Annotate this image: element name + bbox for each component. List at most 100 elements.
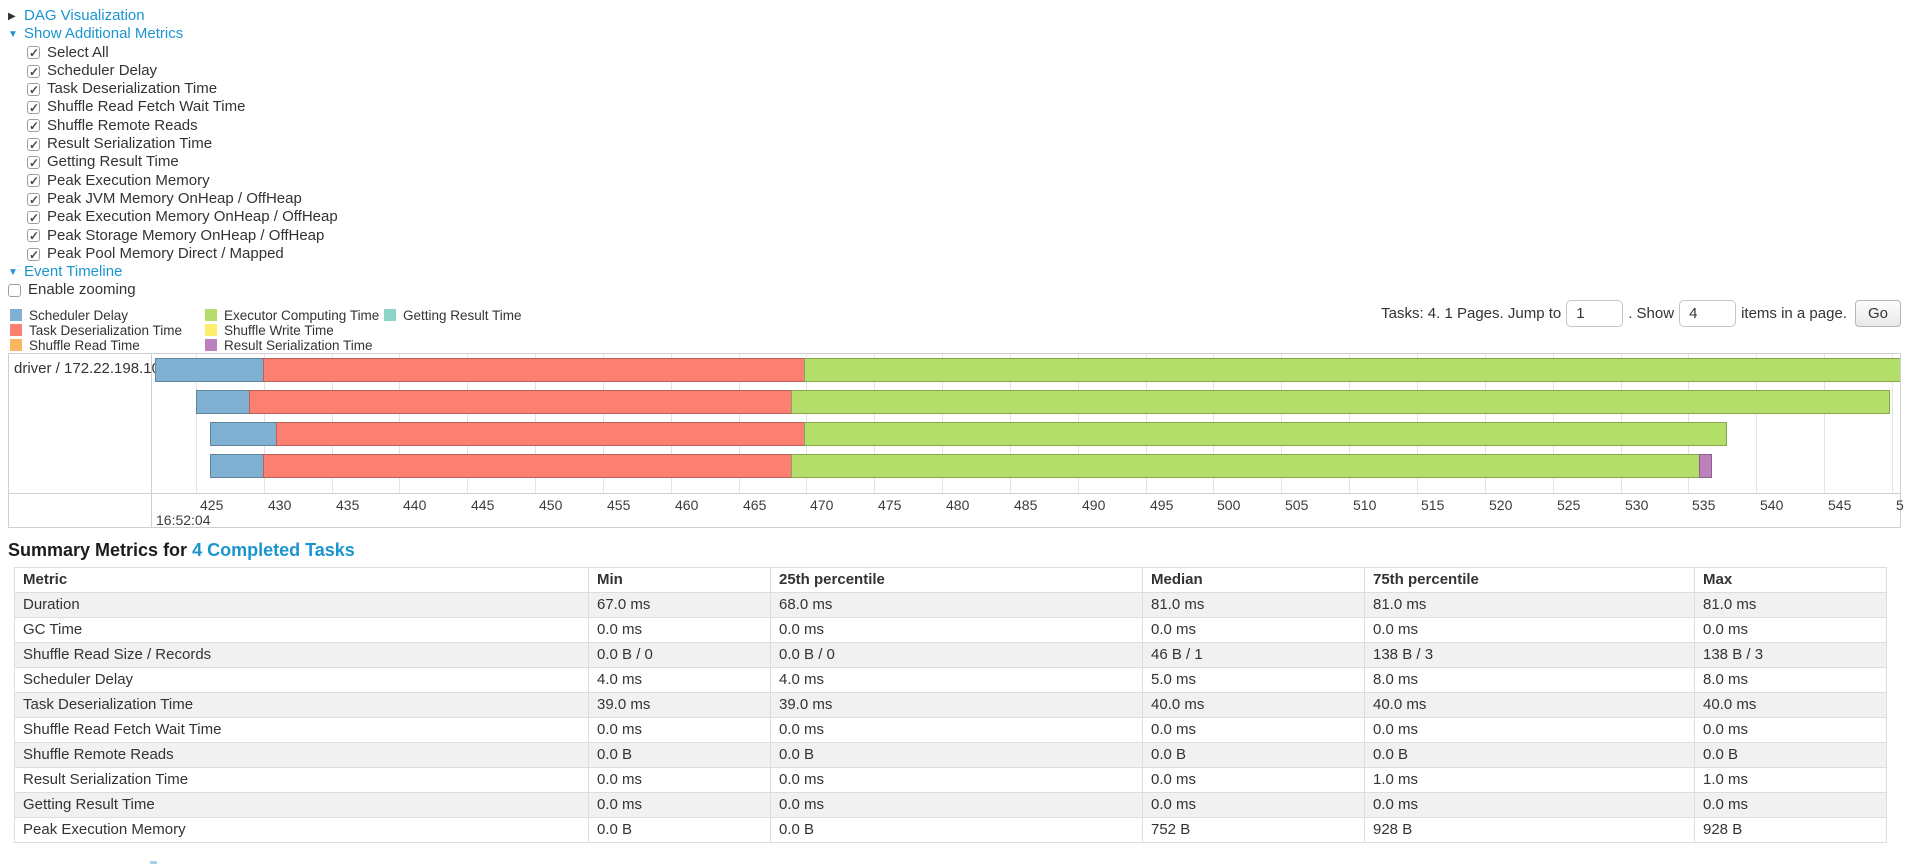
metric-value-cell: 0.0 B — [1142, 742, 1365, 768]
segment-executor-computing-time[interactable] — [790, 390, 1890, 414]
enable-zooming-checkbox[interactable] — [8, 284, 21, 298]
metric-value-cell: 4.0 ms — [588, 667, 771, 693]
metric-checkbox-row-peak-jvm-memory-onheap-offheap[interactable]: Peak JVM Memory OnHeap / OffHeap — [27, 190, 338, 209]
checkbox-peak-execution-memory[interactable] — [27, 172, 40, 191]
metric-value-cell: 81.0 ms — [1694, 592, 1887, 618]
timeline-task-bar[interactable] — [155, 358, 1900, 382]
checkbox-peak-pool-memory-direct-mapped[interactable] — [27, 246, 40, 264]
segment-scheduler-delay[interactable] — [209, 454, 264, 478]
metric-name-cell: Shuffle Read Size / Records — [14, 642, 589, 668]
metric-value-cell: 40.0 ms — [1142, 692, 1365, 718]
metric-value-cell: 0.0 ms — [588, 792, 771, 818]
checkbox-label: Task Deserialization Time — [47, 80, 218, 98]
timeline-task-bar[interactable] — [209, 454, 1713, 478]
metric-row-shuffle-read-size-records: Shuffle Read Size / Records 0.0 B / 0 0.0 … — [14, 642, 1887, 668]
metric-value-cell: 8.0 ms — [1364, 667, 1695, 693]
legend-column-0: Scheduler Delay Task Deserialization Time… — [10, 308, 182, 353]
completed-tasks-link[interactable]: 4 Completed Tasks — [192, 540, 355, 560]
legend-label: Executor Computing Time — [224, 307, 380, 323]
metric-value-cell: 0.0 ms — [1142, 792, 1365, 818]
segment-task-deserialization-time[interactable] — [262, 454, 792, 478]
dag-visualization-link[interactable]: DAG Visualization — [24, 7, 145, 24]
checkbox-result-serialization-time[interactable] — [27, 136, 40, 154]
checkbox-peak-execution-memory-onheap-offheap[interactable] — [27, 209, 40, 227]
metric-value-cell: 0.0 B — [1364, 742, 1695, 768]
axis-gridline — [1892, 354, 1893, 493]
metric-name-cell: Getting Result Time — [14, 792, 589, 818]
checkbox-getting-result-time[interactable] — [27, 154, 40, 172]
metric-value-cell: 928 B — [1694, 817, 1887, 843]
metric-checkbox-row-result-serialization-time[interactable]: Result Serialization Time — [27, 135, 338, 154]
checkbox-select-all[interactable] — [27, 44, 40, 63]
metric-checkbox-row-shuffle-remote-reads[interactable]: Shuffle Remote Reads — [27, 117, 338, 136]
segment-task-deserialization-time[interactable] — [249, 390, 792, 414]
axis-tick-label: 490 — [1082, 497, 1106, 513]
axis-tick-label: 475 — [878, 497, 902, 513]
legend-swatch-scheduler-delay — [10, 309, 22, 322]
checkbox-peak-jvm-memory-onheap-offheap[interactable] — [27, 191, 40, 209]
legend-label: Scheduler Delay — [29, 307, 129, 323]
timeline-task-bar[interactable] — [196, 390, 1890, 414]
segment-executor-computing-time[interactable] — [804, 422, 1727, 446]
dag-visualization-toggle[interactable]: DAG Visualization — [8, 7, 338, 25]
metric-value-cell: 4.0 ms — [770, 667, 1143, 693]
expanded-arrow-icon — [8, 262, 24, 282]
legend-item-shuffle-write-time: Shuffle Write Time — [205, 323, 379, 338]
legend-item-scheduler-delay: Scheduler Delay — [10, 308, 182, 323]
legend-item-executor-computing-time: Executor Computing Time — [205, 308, 379, 323]
segment-scheduler-delay[interactable] — [155, 358, 264, 382]
go-button[interactable]: Go — [1854, 299, 1901, 327]
axis-tick-label: 520 — [1489, 497, 1513, 513]
segment-scheduler-delay[interactable] — [196, 390, 251, 414]
metric-checkbox-row-task-deserialization-time[interactable]: Task Deserialization Time — [27, 80, 338, 99]
metric-name-cell: Task Deserialization Time — [14, 692, 589, 718]
event-timeline-link[interactable]: Event Timeline — [24, 263, 123, 281]
event-timeline-toggle[interactable]: Event Timeline — [8, 263, 338, 281]
segment-scheduler-delay[interactable] — [209, 422, 278, 446]
show-additional-metrics-link[interactable]: Show Additional Metrics — [24, 25, 184, 43]
legend-label: Shuffle Write Time — [224, 322, 334, 338]
metric-name-cell: Duration — [14, 592, 589, 618]
metric-row-result-serialization-time: Result Serialization Time 0.0 ms 0.0 ms 0.0… — [14, 767, 1887, 793]
legend-label: Result Serialization Time — [224, 337, 373, 353]
axis-tick-label: 435 — [336, 497, 360, 513]
segment-executor-computing-time[interactable] — [790, 454, 1700, 478]
metric-value-cell: 68.0 ms — [770, 592, 1143, 618]
checkbox-shuffle-read-fetch-wait-time[interactable] — [27, 99, 40, 117]
checkbox-peak-storage-memory-onheap-offheap[interactable] — [27, 227, 40, 246]
metric-value-cell: 928 B — [1364, 817, 1695, 843]
axis-tick-label: 460 — [675, 497, 699, 513]
segment-task-deserialization-time[interactable] — [262, 358, 806, 382]
metric-row-task-deserialization-time: Task Deserialization Time 39.0 ms 39.0 ms 4… — [14, 692, 1887, 718]
metric-checkbox-row-shuffle-read-fetch-wait-time[interactable]: Shuffle Read Fetch Wait Time — [27, 98, 338, 117]
segment-result-serialization-time[interactable] — [1698, 454, 1713, 478]
checkbox-task-deserialization-time[interactable] — [27, 81, 40, 99]
axis-tick-label: 540 — [1760, 497, 1784, 513]
metric-checkbox-row-peak-execution-memory[interactable]: Peak Execution Memory — [27, 172, 338, 191]
segment-executor-computing-time[interactable] — [804, 358, 1900, 382]
metric-checkbox-row-peak-execution-memory-onheap-offheap[interactable]: Peak Execution Memory OnHeap / OffHeap — [27, 208, 338, 227]
metric-value-cell: 39.0 ms — [770, 692, 1143, 718]
timeline-plot-area[interactable] — [152, 354, 1900, 493]
jump-to-page-input[interactable] — [1566, 299, 1624, 327]
metric-value-cell: 752 B — [1142, 817, 1365, 843]
metric-row-gc-time: GC Time 0.0 ms 0.0 ms 0.0 ms 0.0 ms 0.0 ms — [14, 617, 1887, 643]
metric-value-cell: 81.0 ms — [1142, 592, 1365, 618]
summary-table-head: Metric Min 25th percentile Median 75th perce… — [14, 567, 1887, 593]
axis-tick-label: 535 — [1692, 497, 1716, 513]
enable-zooming-row[interactable]: Enable zooming — [8, 281, 338, 299]
metric-checkbox-row-select-all[interactable]: Select All — [27, 44, 338, 63]
metric-checkbox-row-peak-pool-memory-direct-mapped[interactable]: Peak Pool Memory Direct / Mapped — [27, 245, 338, 264]
metric-checkbox-row-scheduler-delay[interactable]: Scheduler Delay — [27, 62, 338, 81]
items-per-page-input[interactable] — [1679, 299, 1737, 327]
metric-value-cell: 0.0 ms — [770, 717, 1143, 743]
legend-swatch-getting-result-time — [384, 309, 396, 322]
metric-checkbox-row-getting-result-time[interactable]: Getting Result Time — [27, 153, 338, 172]
metric-name-cell: Scheduler Delay — [14, 667, 589, 693]
checkbox-shuffle-remote-reads[interactable] — [27, 117, 40, 136]
metric-checkbox-row-peak-storage-memory-onheap-offheap[interactable]: Peak Storage Memory OnHeap / OffHeap — [27, 227, 338, 246]
segment-task-deserialization-time[interactable] — [276, 422, 806, 446]
show-additional-metrics-toggle[interactable]: Show Additional Metrics — [8, 25, 338, 43]
checkbox-scheduler-delay[interactable] — [27, 63, 40, 81]
timeline-task-bar[interactable] — [209, 422, 1727, 446]
